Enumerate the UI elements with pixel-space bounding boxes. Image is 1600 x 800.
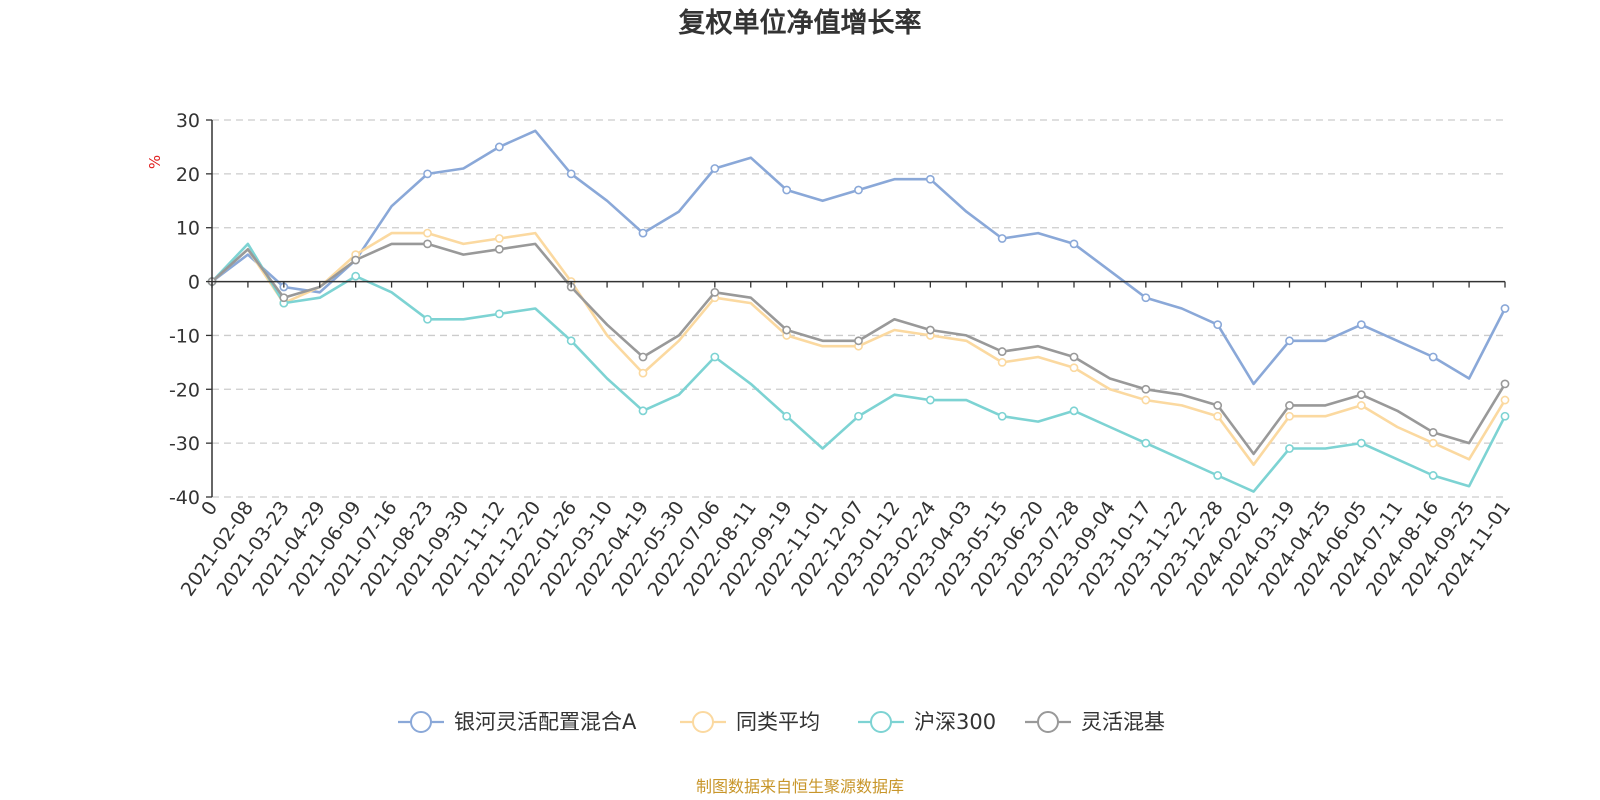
data-point [1500, 379, 1510, 389]
y-tick-label: -30 [169, 433, 200, 455]
legend-label: 沪深300 [914, 710, 996, 734]
y-axis-unit: % [146, 155, 164, 169]
axes: 3020100-10-20-30-4002021-02-082021-03-23… [169, 110, 1515, 600]
chart-title: 复权单位净值增长率 [679, 7, 922, 39]
data-point [566, 336, 576, 346]
data-point [423, 314, 432, 324]
data-point [566, 169, 576, 179]
data-point [710, 352, 720, 362]
data-point [423, 228, 432, 238]
data-source-note: 制图数据来自恒生聚源数据库 [696, 777, 904, 796]
y-tick-label: -20 [169, 379, 200, 401]
x-tick-label: 0 [197, 497, 222, 520]
legend-item-1[interactable]: 同类平均 [680, 710, 820, 734]
y-tick-label: -40 [169, 487, 200, 509]
legend-label: 同类平均 [736, 710, 820, 734]
data-point [1069, 352, 1079, 362]
data-point [997, 234, 1007, 243]
series-2 [207, 242, 1510, 493]
legend[interactable]: 银河灵活配置混合A 同类平均 沪深300 灵活混基 [398, 710, 1165, 734]
data-point [1285, 336, 1294, 346]
y-tick-label: 30 [176, 110, 200, 132]
legend-item-0[interactable]: 银河灵活配置混合A [398, 710, 637, 734]
data-point [925, 174, 935, 184]
data-point [710, 287, 720, 297]
legend-circle-icon [692, 711, 714, 733]
data-point [423, 169, 432, 179]
data-point [423, 239, 432, 249]
data-point [638, 352, 648, 362]
series-lines [207, 129, 1510, 493]
data-point [1213, 411, 1223, 421]
data-point [494, 309, 504, 319]
data-point [1428, 427, 1438, 437]
data-point [854, 336, 863, 346]
data-point [638, 406, 648, 416]
data-point [1500, 411, 1510, 421]
data-point [782, 411, 792, 421]
data-point [854, 411, 863, 421]
data-point [925, 325, 935, 335]
data-point [1213, 471, 1223, 480]
data-point [494, 142, 504, 152]
data-point [494, 244, 504, 254]
data-point [782, 185, 792, 195]
data-point [1356, 320, 1366, 330]
data-point [1285, 401, 1294, 410]
data-point [1500, 304, 1510, 313]
data-point [997, 411, 1007, 421]
data-point [925, 395, 935, 405]
legend-item-2[interactable]: 沪深300 [858, 710, 996, 734]
data-point [638, 228, 648, 238]
data-point [351, 271, 361, 281]
data-point [1141, 438, 1151, 448]
data-point [494, 234, 504, 243]
y-tick-label: 20 [176, 164, 200, 186]
data-point [351, 255, 361, 265]
data-point [279, 293, 289, 303]
data-point [1285, 411, 1294, 421]
data-point [1213, 401, 1223, 410]
data-point [1428, 471, 1438, 480]
data-point [854, 185, 863, 195]
legend-label: 灵活混基 [1081, 710, 1165, 734]
data-point [1428, 438, 1438, 448]
data-point [1356, 390, 1366, 400]
legend-item-3[interactable]: 灵活混基 [1025, 710, 1165, 734]
data-point [1428, 352, 1438, 362]
data-point [638, 368, 648, 378]
data-point [1285, 444, 1294, 453]
y-tick-label: -10 [169, 325, 200, 347]
data-point [1356, 438, 1366, 448]
data-point [1356, 401, 1366, 410]
data-point [1141, 395, 1151, 405]
grid-lines [212, 119, 1505, 498]
y-tick-label: 10 [176, 218, 200, 240]
data-point [1500, 395, 1510, 405]
legend-label: 银河灵活配置混合A [454, 710, 637, 734]
data-point [782, 325, 792, 335]
y-tick-label: 0 [188, 272, 200, 294]
data-point [1141, 384, 1151, 394]
data-point [997, 347, 1007, 356]
series-1 [207, 228, 1510, 467]
legend-circle-icon [410, 711, 432, 733]
data-point [1069, 363, 1079, 373]
data-point [1069, 239, 1079, 249]
data-point [1141, 293, 1151, 303]
data-point [997, 357, 1007, 367]
data-point [1069, 406, 1079, 416]
series-0 [207, 129, 1510, 386]
data-point [1213, 320, 1223, 330]
legend-circle-icon [1037, 711, 1059, 733]
data-point [710, 164, 720, 173]
legend-circle-icon [870, 711, 892, 733]
